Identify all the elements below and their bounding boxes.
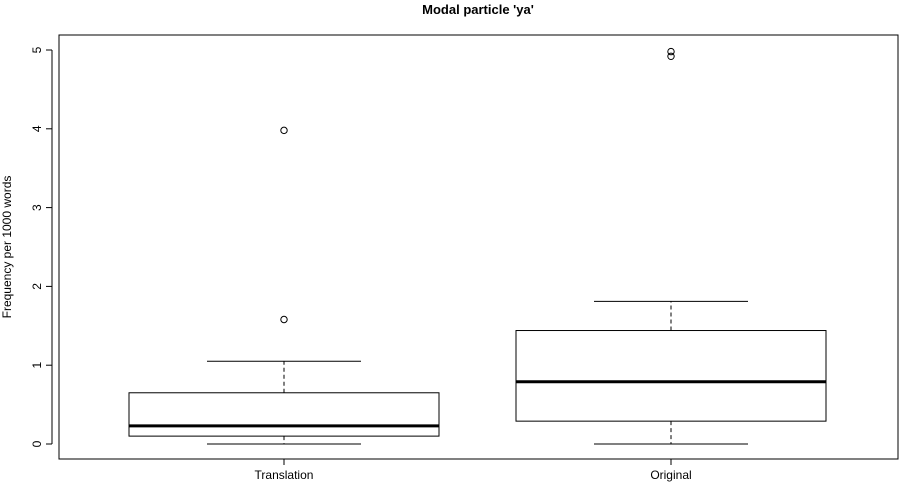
y-tick-label-0: 0 — [30, 440, 44, 447]
iqr-box-translation — [128, 392, 440, 437]
box-original — [515, 47, 827, 445]
box-translation — [128, 126, 440, 445]
x-tick-label-original: Original — [650, 468, 691, 482]
outlier-point-translation-0 — [280, 315, 288, 324]
outlier-point-translation-1 — [280, 126, 288, 135]
y-tick-label-1: 1 — [30, 362, 44, 369]
y-tick-label-5: 5 — [30, 46, 44, 53]
y-tick-label-2: 2 — [30, 283, 44, 290]
y-axis: 0 1 2 3 4 5 — [30, 46, 53, 447]
y-axis-label: Frequency per 1000 words — [0, 176, 14, 319]
chart-title: Modal particle 'ya' — [422, 2, 534, 17]
boxes-layer — [128, 47, 827, 445]
x-tick-label-translation: Translation — [255, 468, 314, 482]
iqr-box-original — [515, 330, 827, 422]
outlier-point-original-1 — [667, 47, 675, 56]
y-tick-label-4: 4 — [30, 125, 44, 132]
x-axis: Translation Original — [255, 459, 692, 482]
y-tick-label-3: 3 — [30, 204, 44, 211]
plot-frame — [58, 34, 899, 460]
outlier-point-original-0 — [667, 52, 675, 61]
